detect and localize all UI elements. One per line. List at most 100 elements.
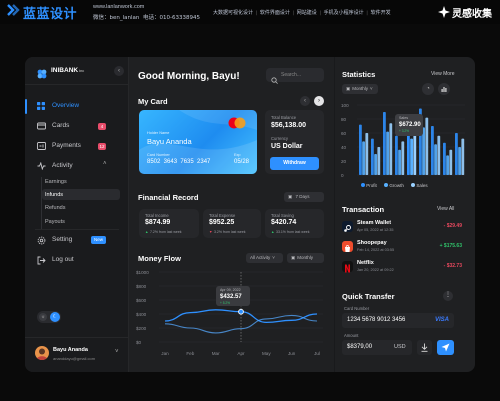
x-tick-label: Jun: [288, 351, 296, 356]
bar-profit: [431, 126, 434, 175]
transaction-view-all[interactable]: View All: [437, 206, 455, 212]
sidebar-item-label: Payments: [52, 142, 81, 149]
watermark-site: www.lanlanwork.com: [93, 4, 145, 10]
transaction-amount: + $175.63: [439, 243, 462, 249]
brand-logo: [37, 66, 47, 79]
sidebar-divider: [25, 337, 129, 338]
submenu-payouts[interactable]: Payouts: [45, 219, 65, 225]
sidebar-item-label: Cards: [52, 122, 70, 129]
card-next-button[interactable]: ›: [314, 96, 324, 106]
balance-value: $56,138.00: [271, 122, 307, 129]
x-tick-label: Jul: [314, 351, 320, 356]
collapse-sidebar-button[interactable]: ‹: [114, 66, 124, 76]
chevron-down-icon[interactable]: ˅: [115, 349, 119, 355]
bar-sales: [437, 135, 441, 175]
bar-growth: [374, 154, 377, 175]
bar-growth: [446, 155, 449, 175]
active-indicator: [25, 99, 27, 114]
sidebar-item-logout[interactable]: Log out: [25, 251, 129, 270]
bar-sales: [377, 147, 381, 175]
mycard-title: My Card: [138, 97, 168, 106]
transaction-title: Transaction: [342, 205, 385, 214]
transaction-amount: - $29.49: [443, 223, 462, 229]
filter-value: Monthly: [297, 255, 314, 260]
bar-growth: [398, 149, 401, 175]
moon-icon: ☾: [50, 312, 60, 322]
card-exp: 05/28: [234, 159, 250, 165]
sidebar-item-label: Log out: [52, 256, 74, 263]
stat-value: $952.25: [209, 219, 235, 226]
balance-label: Total Balance: [271, 115, 297, 120]
chevron-down-icon: ˅: [272, 255, 275, 260]
credit-card[interactable]: Holder Name Bayu Ananda Card Number 8502…: [139, 110, 257, 174]
card-number-field[interactable]: 1234 5678 9012 3456 VISA: [342, 313, 454, 328]
period-filter-dropdown[interactable]: ▣ Monthly: [287, 253, 324, 263]
sidebar-item-setting[interactable]: Setting New: [25, 231, 129, 250]
y-tick-label: $200: [136, 326, 147, 331]
sidebar-item-cards[interactable]: Cards 4: [25, 117, 129, 136]
avatar[interactable]: [35, 346, 49, 360]
page-title: Good Morning, Bayu!: [138, 71, 240, 82]
transaction-row[interactable]: Steam Wallet Apr 05, 2022 at 12:35 - $29…: [342, 220, 462, 242]
send-button[interactable]: [437, 340, 454, 355]
bar-sales: [365, 133, 369, 175]
withdraw-button[interactable]: Withdraw: [270, 157, 319, 170]
user-email: ananddayu@gmail.com: [53, 356, 96, 361]
transaction-row[interactable]: Netflix Jan 20, 2022 at 09:22 - $32.73: [342, 260, 462, 282]
submenu-infunds-highlight[interactable]: [42, 189, 120, 200]
logout-icon: [37, 256, 46, 267]
shopee-icon: [342, 241, 353, 252]
x-tick-label: Jan: [161, 351, 169, 356]
transaction-date: Jan 20, 2022 at 09:22: [357, 268, 394, 272]
range-dropdown[interactable]: ▣ 7 Days: [284, 192, 324, 202]
bar-sales: [389, 123, 393, 175]
trend-down-icon: ▼: [209, 230, 213, 234]
service-item: 软件界面设计: [259, 10, 290, 16]
submenu-infunds[interactable]: Infunds: [45, 192, 64, 198]
transaction-row[interactable]: Shoopepay Feb 14, 2022 at 03:55 + $175.6…: [342, 240, 462, 262]
card-prev-button[interactable]: ‹: [300, 96, 310, 106]
stat-card-saving: Total Saving $420.74 ▲ 33.1% from last w…: [265, 209, 324, 238]
activity-filter-dropdown[interactable]: All Activity ˅: [246, 253, 283, 263]
moneyflow-title: Money Flow: [138, 254, 181, 263]
bar-sales: [461, 138, 465, 175]
brand-logo-icon: [6, 3, 20, 17]
watermark-services: 大数据可视化设计 | 软件界面设计 | 网站建设 | 手机及小程序设计 | 软件…: [213, 10, 391, 16]
submenu-refunds[interactable]: Refunds: [45, 205, 66, 211]
sidebar-item-payments[interactable]: Payments 12: [25, 137, 129, 156]
app-window: INIBANKinc ‹ Overview Cards 4 Payments 1…: [25, 57, 475, 372]
y-tick-label: $0: [136, 340, 142, 345]
statistics-period-dropdown[interactable]: ▣ Monthly ˅: [342, 84, 378, 94]
tooltip-value: $672.90: [399, 122, 421, 128]
money-flow-chart: $1000 $800 $600 $400 $200 $0 Jan Feb Mar Apr May Ju…: [136, 270, 323, 356]
watermark-right-brand: 灵感收集: [452, 9, 492, 20]
amount-field[interactable]: $8379,00 USD: [342, 340, 412, 355]
statistics-view-more[interactable]: View More: [431, 71, 455, 77]
bar-profit: [371, 138, 374, 175]
stat-card-expense: Total Expense $952.25 ▼ 3.2% from last w…: [203, 209, 261, 238]
more-options-icon[interactable]: ⋮: [443, 291, 453, 301]
period-value: Monthly: [352, 86, 369, 91]
statistics-tooltip: Sales $672.90 + 3.2%: [395, 114, 423, 136]
sidebar-item-overview[interactable]: Overview: [25, 97, 129, 116]
transaction-date: Apr 05, 2022 at 12:35: [357, 228, 394, 232]
calendar-icon: ▣: [288, 194, 293, 199]
search-input[interactable]: Search...: [266, 68, 324, 84]
bar-profit: [383, 112, 386, 175]
send-icon: [441, 343, 450, 352]
balance-panel: Total Balance $56,138.00 Currency US Dol…: [265, 110, 324, 174]
download-button[interactable]: [417, 340, 432, 355]
submenu-earnings[interactable]: Earnings: [45, 179, 67, 185]
activity-icon: [37, 161, 46, 172]
financial-title: Financial Record: [138, 193, 199, 202]
donut-chart-toggle-icon[interactable]: ◔: [422, 83, 434, 95]
gear-icon: [37, 236, 46, 247]
sun-icon: ☼: [39, 313, 47, 321]
sidebar-item-activity[interactable]: Activity ˄: [25, 157, 129, 176]
x-tick-label: Mar: [212, 351, 220, 356]
theme-toggle[interactable]: ☼ ☾: [37, 311, 61, 323]
stat-delta: 7.2% from last week: [150, 230, 182, 234]
grid-icon: [37, 102, 45, 112]
x-tick-label: Apr: [237, 351, 245, 356]
bar-chart-toggle-icon[interactable]: [438, 83, 450, 95]
